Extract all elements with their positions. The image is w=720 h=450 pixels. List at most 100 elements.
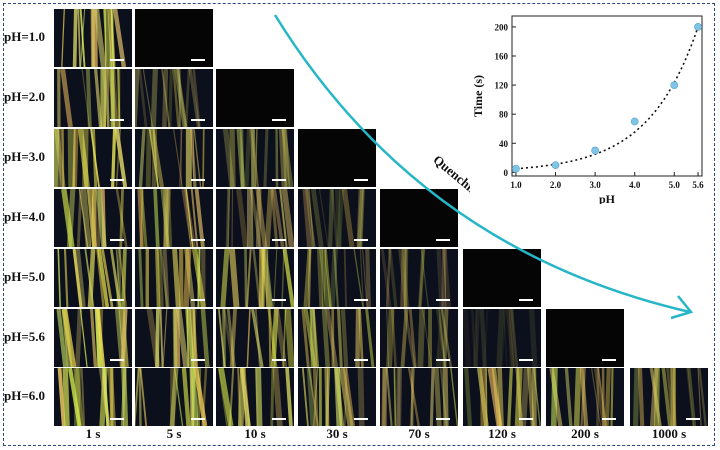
inset-chart: 0 40 80 120 160 200 1.0 2.0 3.0 4.0 5.0 5.6 pH Time (… <box>470 8 714 206</box>
data-point <box>551 161 560 169</box>
scale-bar <box>272 418 286 420</box>
micrograph-6-6 <box>463 309 541 367</box>
micrograph-6-5 <box>380 309 458 367</box>
micrograph-7-1 <box>54 368 132 426</box>
scale-bar <box>110 239 124 241</box>
time-label-1: 1 s <box>85 426 101 441</box>
scale-bar <box>436 299 450 301</box>
row-label-4: pH=4.0 <box>4 209 45 224</box>
micrograph-1-1 <box>54 9 132 67</box>
time-label-4: 30 s <box>326 426 348 441</box>
micrograph-7-8 <box>630 368 708 426</box>
scale-bar <box>686 418 700 420</box>
time-label-5: 70 s <box>408 426 430 441</box>
row-label-2: pH=2.0 <box>4 89 45 104</box>
micrograph-2-3 <box>216 69 294 127</box>
y-tick-label: 40 <box>499 139 509 149</box>
micrograph-4-4 <box>298 189 376 247</box>
scale-bar <box>272 119 286 121</box>
micrograph-1-2 <box>135 9 213 67</box>
chart-axes-box <box>511 15 703 177</box>
row-label-3: pH=3.0 <box>4 149 45 164</box>
micrograph-7-5 <box>380 368 458 426</box>
scale-bar <box>110 418 124 420</box>
time-label-2: 5 s <box>166 426 182 441</box>
micrograph-2-2 <box>135 69 213 127</box>
scale-bar <box>354 179 368 181</box>
scale-bar <box>191 59 205 61</box>
x-tick-label: 2.0 <box>550 180 562 190</box>
fit-line <box>515 26 699 170</box>
scale-bar <box>191 418 205 420</box>
micrograph-5-5 <box>380 249 458 307</box>
x-tick-label: 4.0 <box>629 180 641 190</box>
data-point <box>670 81 679 89</box>
scale-bar <box>519 418 533 420</box>
scale-bar <box>191 119 205 121</box>
micrograph-2-1 <box>54 69 132 127</box>
micrograph-4-5 <box>380 189 458 247</box>
y-tick-label: 0 <box>504 168 509 178</box>
scale-bar <box>602 359 616 361</box>
row-label-1: pH=1.0 <box>4 29 45 44</box>
scale-bar <box>602 418 616 420</box>
scale-bar <box>191 359 205 361</box>
scale-bar <box>110 179 124 181</box>
scale-bar <box>436 359 450 361</box>
micrograph-3-3 <box>216 129 294 187</box>
micrograph-4-1 <box>54 189 132 247</box>
scale-bar <box>354 359 368 361</box>
micrograph-7-3 <box>216 368 294 426</box>
micrograph-7-2 <box>135 368 213 426</box>
micrograph-6-1 <box>54 309 132 367</box>
micrograph-5-3 <box>216 249 294 307</box>
scale-bar <box>191 239 205 241</box>
micrograph-6-7 <box>546 309 624 367</box>
x-tick-label: 3.0 <box>590 180 602 190</box>
row-label-7: pH=6.0 <box>4 388 45 403</box>
micrograph-4-2 <box>135 189 213 247</box>
scale-bar <box>519 359 533 361</box>
y-tick-label: 200 <box>495 22 509 32</box>
x-tick-label: 1.0 <box>510 180 522 190</box>
scale-bar <box>354 418 368 420</box>
micrograph-4-3 <box>216 189 294 247</box>
time-label-3: 10 s <box>244 426 266 441</box>
x-tick-label: 5.6 <box>692 180 704 190</box>
micrograph-7-4 <box>298 368 376 426</box>
data-point <box>591 146 600 155</box>
time-label-7: 200 s <box>571 426 599 441</box>
micrograph-5-2 <box>135 249 213 307</box>
data-point <box>694 23 702 31</box>
scale-bar <box>272 299 286 301</box>
scale-bar <box>436 418 450 420</box>
y-axis-label: Time (s) <box>471 75 485 117</box>
chart-background <box>470 8 714 204</box>
scale-bar <box>191 179 205 181</box>
data-point <box>512 164 520 173</box>
scale-bar <box>110 119 124 121</box>
scale-bar <box>272 359 286 361</box>
scale-bar <box>110 359 124 361</box>
scale-bar <box>110 59 124 61</box>
scale-bar <box>272 179 286 181</box>
micrograph-7-6 <box>463 368 541 426</box>
micrograph-3-1 <box>54 129 132 187</box>
figure-frame <box>3 3 715 446</box>
time-vs-ph-chart: 0 40 80 120 160 200 1.0 2.0 3.0 4.0 5.0 5.6 pH Time (… <box>470 8 714 206</box>
scale-bar <box>436 239 450 241</box>
scale-bar <box>519 299 533 301</box>
micrograph-3-2 <box>135 129 213 187</box>
time-label-8: 1000 s <box>651 426 687 441</box>
scale-bar <box>354 239 368 241</box>
row-label-5: pH=5.0 <box>4 269 45 284</box>
micrograph-5-1 <box>54 249 132 307</box>
y-tick-label: 120 <box>495 81 509 91</box>
micrograph-5-6 <box>463 249 541 307</box>
x-axis-label: pH <box>599 192 616 204</box>
micrograph-6-3 <box>216 309 294 367</box>
data-point <box>630 117 639 126</box>
micrograph-3-4 <box>298 129 376 187</box>
scale-bar <box>272 239 286 241</box>
micrograph-6-4 <box>298 309 376 367</box>
